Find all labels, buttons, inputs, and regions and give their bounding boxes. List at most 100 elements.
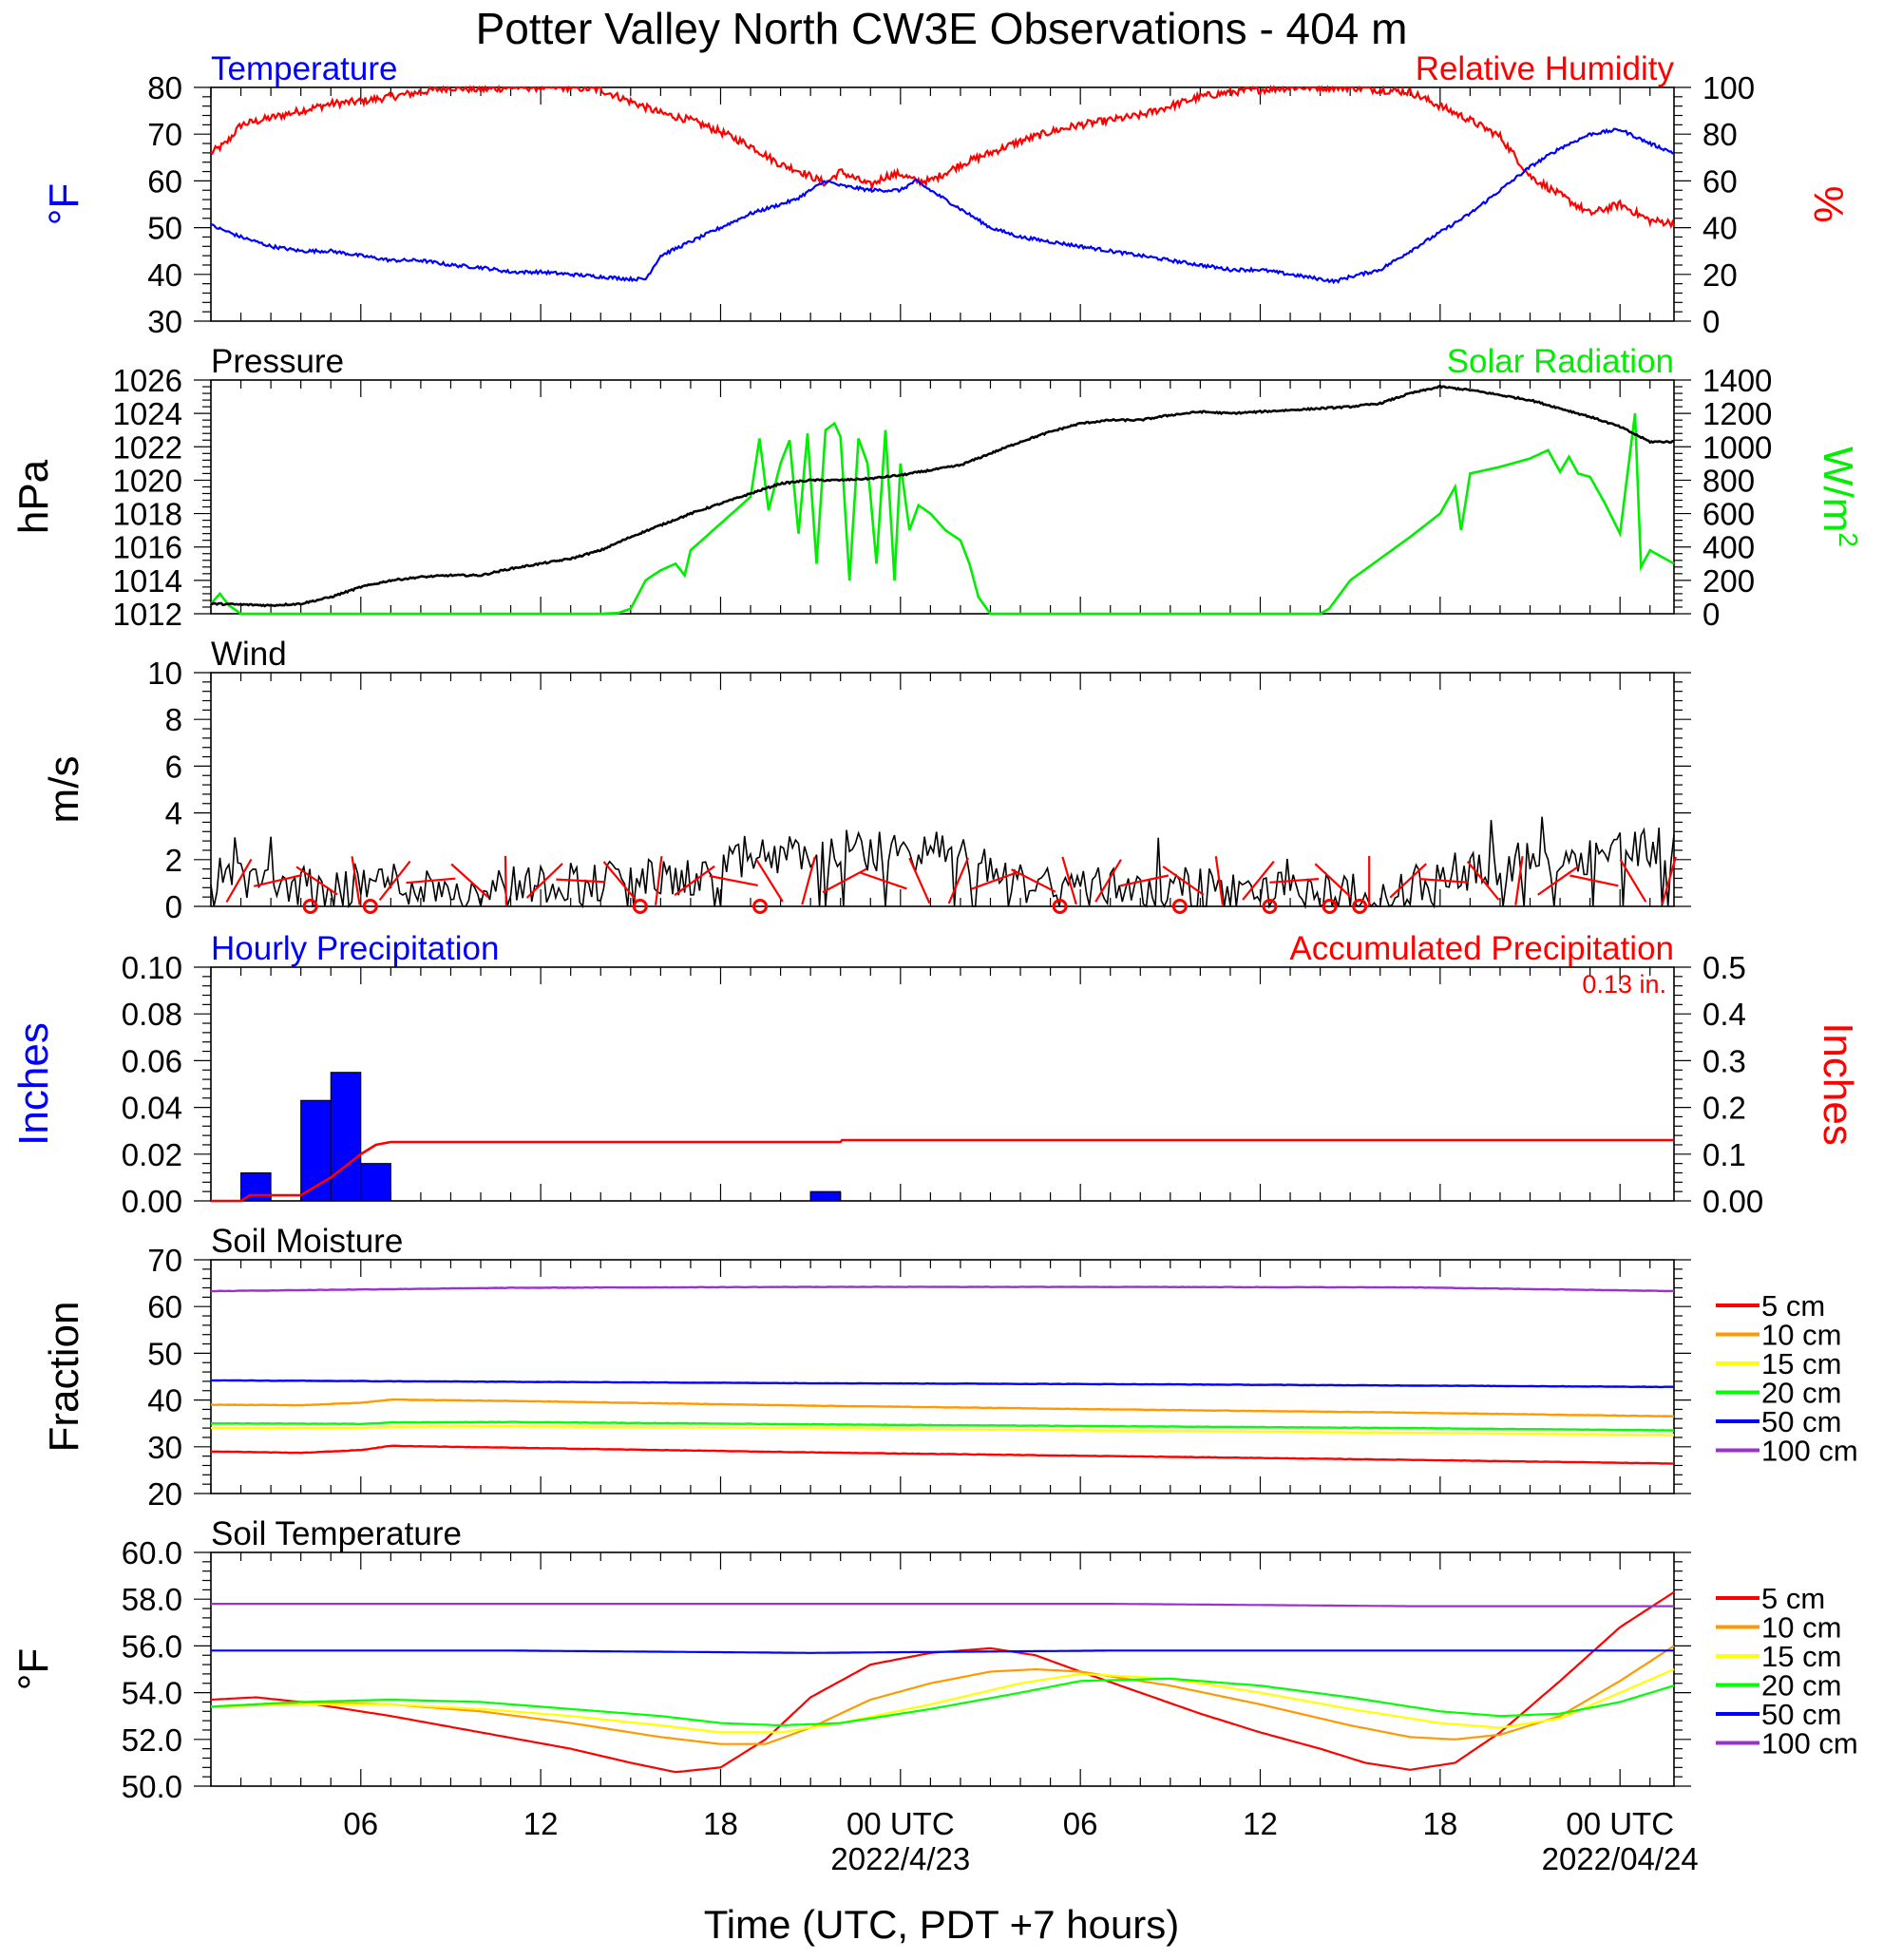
humidity-unit: % [1805, 185, 1852, 222]
wind-barb [406, 877, 456, 885]
soil-moisture-line-50cm [210, 1379, 1674, 1389]
precip-bar [300, 1099, 332, 1202]
pressure-solar-panel-left-ticks [194, 379, 211, 615]
x-tick-label: 18 [1422, 1806, 1457, 1841]
wind-barb [1011, 868, 1056, 893]
wind-barb [1537, 866, 1579, 896]
soil-temperature-legend-label: 5 cm [1761, 1582, 1825, 1615]
temp-rh-panel-left-tick-label: 60 [147, 163, 182, 199]
soil-temp-panel-left-tick-label: 60.0 [122, 1535, 182, 1570]
soil-temp-panel-left-tick-label: 50.0 [122, 1769, 182, 1804]
wind-barb [1466, 861, 1500, 901]
wind-panel-left-tick-label: 2 [165, 843, 182, 878]
soil-temperature-legend-label: 15 cm [1761, 1640, 1841, 1673]
soil-temperature-line-5cm [210, 1590, 1675, 1774]
soil-moisture-panel-left-tick-label: 60 [147, 1289, 182, 1324]
soil-moisture-panel-left-tick-label: 20 [147, 1476, 182, 1512]
soil-moisture-panel-x-ticks [210, 1260, 1651, 1494]
x-tick-label: 00 UTC [1566, 1806, 1674, 1841]
precip-panel-right-tick-label: 0.5 [1702, 950, 1746, 985]
soil-moisture-panel-left-tick-label: 40 [147, 1383, 182, 1418]
wind-panel-left-tick-label: 0 [165, 889, 182, 924]
precip-panel-frame [210, 966, 1675, 1202]
soil-temp-panel-left-tick-label: 58.0 [122, 1582, 182, 1617]
x-tick-label: 06 [343, 1806, 378, 1841]
soil-temperature-legend-label: 10 cm [1761, 1611, 1841, 1645]
soil-moisture-legend-label: 50 cm [1761, 1405, 1841, 1438]
wind-barb [1314, 863, 1353, 899]
soil-moisture-legend-label: 10 cm [1761, 1319, 1841, 1352]
temp-rh-panel-left-tick-label: 40 [147, 257, 182, 293]
soil-moisture-line-20cm [210, 1420, 1675, 1432]
calm-wind-marker [1052, 899, 1068, 914]
calm-wind-marker [1262, 899, 1278, 914]
soil-moisture-line-15cm [211, 1424, 1674, 1437]
wind-barb [1162, 866, 1205, 896]
pressure-solar-panel-left-tick-label: 1022 [113, 429, 182, 465]
soil-temperature-line-15cm [210, 1667, 1675, 1734]
wind-barb [225, 858, 253, 904]
x-tick-label: 12 [523, 1806, 559, 1841]
temp-rh-panel-right-tick-label: 60 [1702, 163, 1738, 199]
wind-barb [1419, 878, 1470, 884]
wind-barb [755, 859, 784, 903]
wind-speed-line [210, 816, 1675, 910]
precip-panel-right-tick-label: 0.00 [1702, 1184, 1763, 1219]
wind-barb [253, 874, 303, 887]
precip-panel-right-tick-label: 0.1 [1702, 1137, 1746, 1172]
relative-humidity-label: Relative Humidity [1416, 50, 1675, 87]
soil-temperature-line-10cm [210, 1645, 1675, 1745]
precip-panel-x-ticks [210, 967, 1651, 1201]
soil-moisture-panel-left-ticks [194, 1259, 211, 1494]
soil-temperature-line-50cm [211, 1649, 1674, 1654]
temp-rh-panel-right-ticks [1674, 86, 1691, 322]
accumulated-precip-unit: Inches [1815, 1022, 1861, 1146]
x-tick-label: 18 [703, 1806, 738, 1841]
pressure-line [210, 384, 1675, 608]
precip-bar [330, 1072, 362, 1202]
accumulated-precip-label: Accumulated Precipitation [1289, 930, 1674, 967]
wind-panel-left-tick-label: 10 [147, 656, 182, 691]
wind-barb [450, 863, 489, 899]
wind-barb [1269, 878, 1320, 884]
soil-temperature-legend-label: 100 cm [1761, 1727, 1858, 1760]
precip-panel-right-tick-label: 0.3 [1702, 1043, 1746, 1078]
soil-moisture-panel-left-tick-label: 30 [147, 1430, 182, 1465]
soil-moisture-legend-label: 15 cm [1761, 1347, 1841, 1380]
x-date-label: 2022/4/23 [830, 1841, 970, 1876]
wind-barb [295, 866, 338, 896]
precip-panel-left-tick-label: 0.08 [122, 997, 182, 1032]
precip-panel-left-tick-label: 0.06 [122, 1043, 182, 1078]
wind-barb [378, 860, 411, 902]
calm-wind-marker [362, 899, 378, 914]
wind-barb [709, 874, 758, 886]
pressure-solar-panel-right-tick-label: 400 [1702, 530, 1755, 565]
wind-barb [1514, 856, 1524, 905]
soil-moisture-label: Soil Moisture [211, 1223, 403, 1260]
x-tick-label: 00 UTC [846, 1806, 955, 1841]
wind-panel-left-tick-label: 6 [165, 749, 182, 784]
x-date-label: 2022/04/24 [1542, 1841, 1699, 1876]
pressure-solar-panel-right-tick-label: 200 [1702, 563, 1755, 599]
soil-moisture-unit: Fraction [41, 1302, 87, 1453]
soil-temp-panel-left-tick-label: 54.0 [122, 1676, 182, 1711]
temperature-unit: °F [41, 183, 87, 225]
calm-wind-marker [752, 899, 769, 914]
temp-rh-panel-right-tick-label: 40 [1702, 211, 1738, 246]
soil-temperature-legend-label: 20 cm [1761, 1669, 1841, 1703]
pressure-solar-panel-left-tick-label: 1020 [113, 463, 182, 498]
wind-barb [1569, 874, 1619, 887]
soil-temp-panel-left-tick-label: 52.0 [122, 1722, 182, 1758]
soil-moisture-legend-label: 5 cm [1761, 1289, 1825, 1323]
wind-barb [1661, 856, 1677, 905]
precip-total-label: 0.13 in. [1582, 970, 1666, 999]
wind-label: Wind [211, 636, 287, 673]
wind-barb [655, 855, 663, 905]
soil-moisture-line-10cm [210, 1398, 1675, 1418]
precip-panel-left-tick-label: 0.00 [122, 1184, 182, 1219]
x-axis-label: Time (UTC, PDT +7 hours) [704, 1902, 1180, 1947]
soil-moisture-panel-left-tick-label: 50 [147, 1336, 182, 1371]
calm-wind-marker [1352, 899, 1368, 914]
